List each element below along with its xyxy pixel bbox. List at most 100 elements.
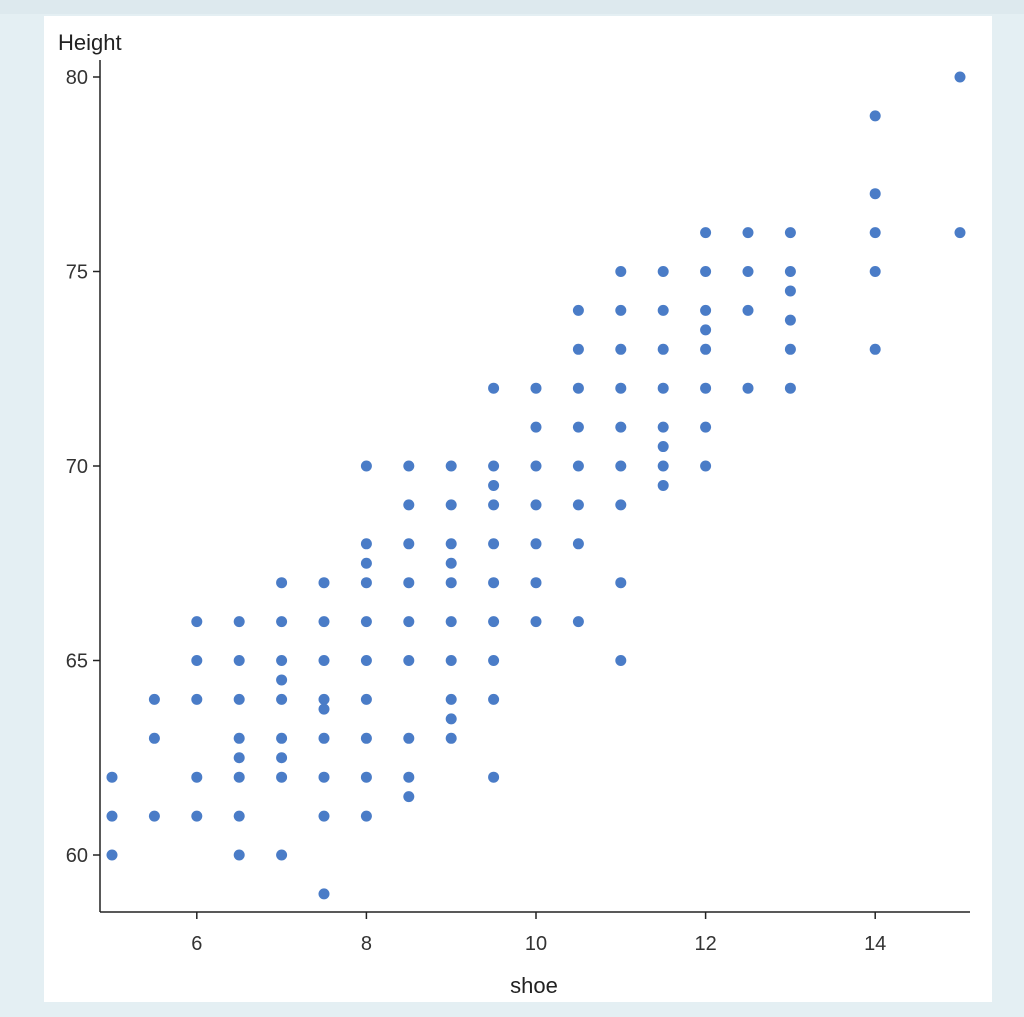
y-tick-label: 65	[66, 651, 88, 673]
data-point	[445, 557, 457, 569]
data-point	[488, 479, 500, 491]
data-point	[530, 421, 542, 433]
data-point	[191, 810, 203, 822]
x-tick-label: 12	[694, 933, 716, 955]
data-point	[700, 324, 712, 336]
data-point	[572, 460, 584, 472]
data-point	[445, 693, 457, 705]
data-point	[445, 655, 457, 666]
data-point	[700, 382, 712, 394]
data-point	[657, 441, 669, 453]
data-point	[700, 460, 712, 472]
data-point	[276, 674, 288, 686]
data-point	[360, 557, 372, 569]
data-point	[488, 577, 500, 589]
data-point	[403, 655, 415, 666]
data-point	[403, 460, 415, 472]
data-point	[615, 577, 627, 589]
data-point	[869, 110, 881, 122]
data-point	[318, 888, 330, 900]
data-point	[360, 616, 372, 628]
data-point	[445, 538, 457, 550]
data-point	[488, 460, 500, 472]
data-point	[445, 460, 457, 472]
data-point	[572, 343, 584, 355]
data-point	[148, 693, 160, 705]
data-point	[954, 71, 966, 83]
data-point	[318, 810, 330, 822]
data-point	[742, 382, 754, 394]
data-point	[784, 343, 796, 355]
data-point	[488, 771, 500, 783]
data-point	[700, 421, 712, 433]
data-point	[106, 810, 118, 822]
data-point	[784, 382, 796, 394]
data-point	[615, 382, 627, 394]
data-point	[615, 460, 627, 472]
data-point	[530, 616, 542, 628]
data-point	[784, 227, 796, 239]
data-point	[445, 713, 457, 725]
data-point	[106, 771, 118, 783]
data-point	[572, 538, 584, 550]
data-point	[488, 693, 500, 705]
data-point	[318, 616, 330, 628]
data-point	[233, 693, 245, 705]
data-point	[318, 771, 330, 783]
data-point	[445, 616, 457, 628]
data-point	[572, 616, 584, 628]
data-point	[657, 343, 669, 355]
data-point	[276, 849, 288, 861]
data-point	[233, 732, 245, 744]
x-tick-label: 10	[525, 933, 547, 955]
data-point	[615, 266, 627, 277]
data-point	[700, 266, 712, 277]
data-point	[488, 616, 500, 628]
data-point	[318, 732, 330, 744]
data-point	[360, 732, 372, 744]
data-point	[191, 655, 203, 666]
data-point	[233, 655, 245, 666]
data-point	[742, 266, 754, 277]
top-border-strip	[0, 0, 1024, 14]
data-point	[784, 285, 796, 297]
data-point	[615, 499, 627, 511]
data-point	[276, 693, 288, 705]
data-point	[488, 499, 500, 511]
data-point	[276, 732, 288, 744]
data-point	[360, 810, 372, 822]
data-point	[445, 499, 457, 511]
data-point	[700, 343, 712, 355]
data-point	[657, 421, 669, 433]
data-point	[530, 577, 542, 589]
data-point	[106, 849, 118, 861]
data-point	[403, 538, 415, 550]
data-point	[233, 616, 245, 628]
data-point	[360, 577, 372, 589]
data-point	[403, 732, 415, 744]
data-point	[657, 266, 669, 277]
data-point	[318, 577, 330, 589]
data-point	[488, 655, 500, 666]
data-point	[488, 382, 500, 394]
data-point	[191, 616, 203, 628]
data-point	[742, 304, 754, 316]
data-point	[572, 421, 584, 433]
data-point	[318, 693, 330, 705]
data-point	[233, 810, 245, 822]
data-point	[360, 538, 372, 550]
y-tick-label: 70	[66, 456, 88, 478]
data-point	[403, 616, 415, 628]
data-point	[530, 499, 542, 511]
data-point	[572, 499, 584, 511]
data-point	[276, 655, 288, 666]
data-point	[360, 771, 372, 783]
data-point	[276, 752, 288, 764]
data-point	[445, 732, 457, 744]
data-point	[572, 304, 584, 316]
data-point	[869, 188, 881, 200]
y-axis-title: Height	[58, 30, 122, 55]
data-point	[318, 655, 330, 666]
data-point	[360, 655, 372, 666]
data-point	[615, 343, 627, 355]
